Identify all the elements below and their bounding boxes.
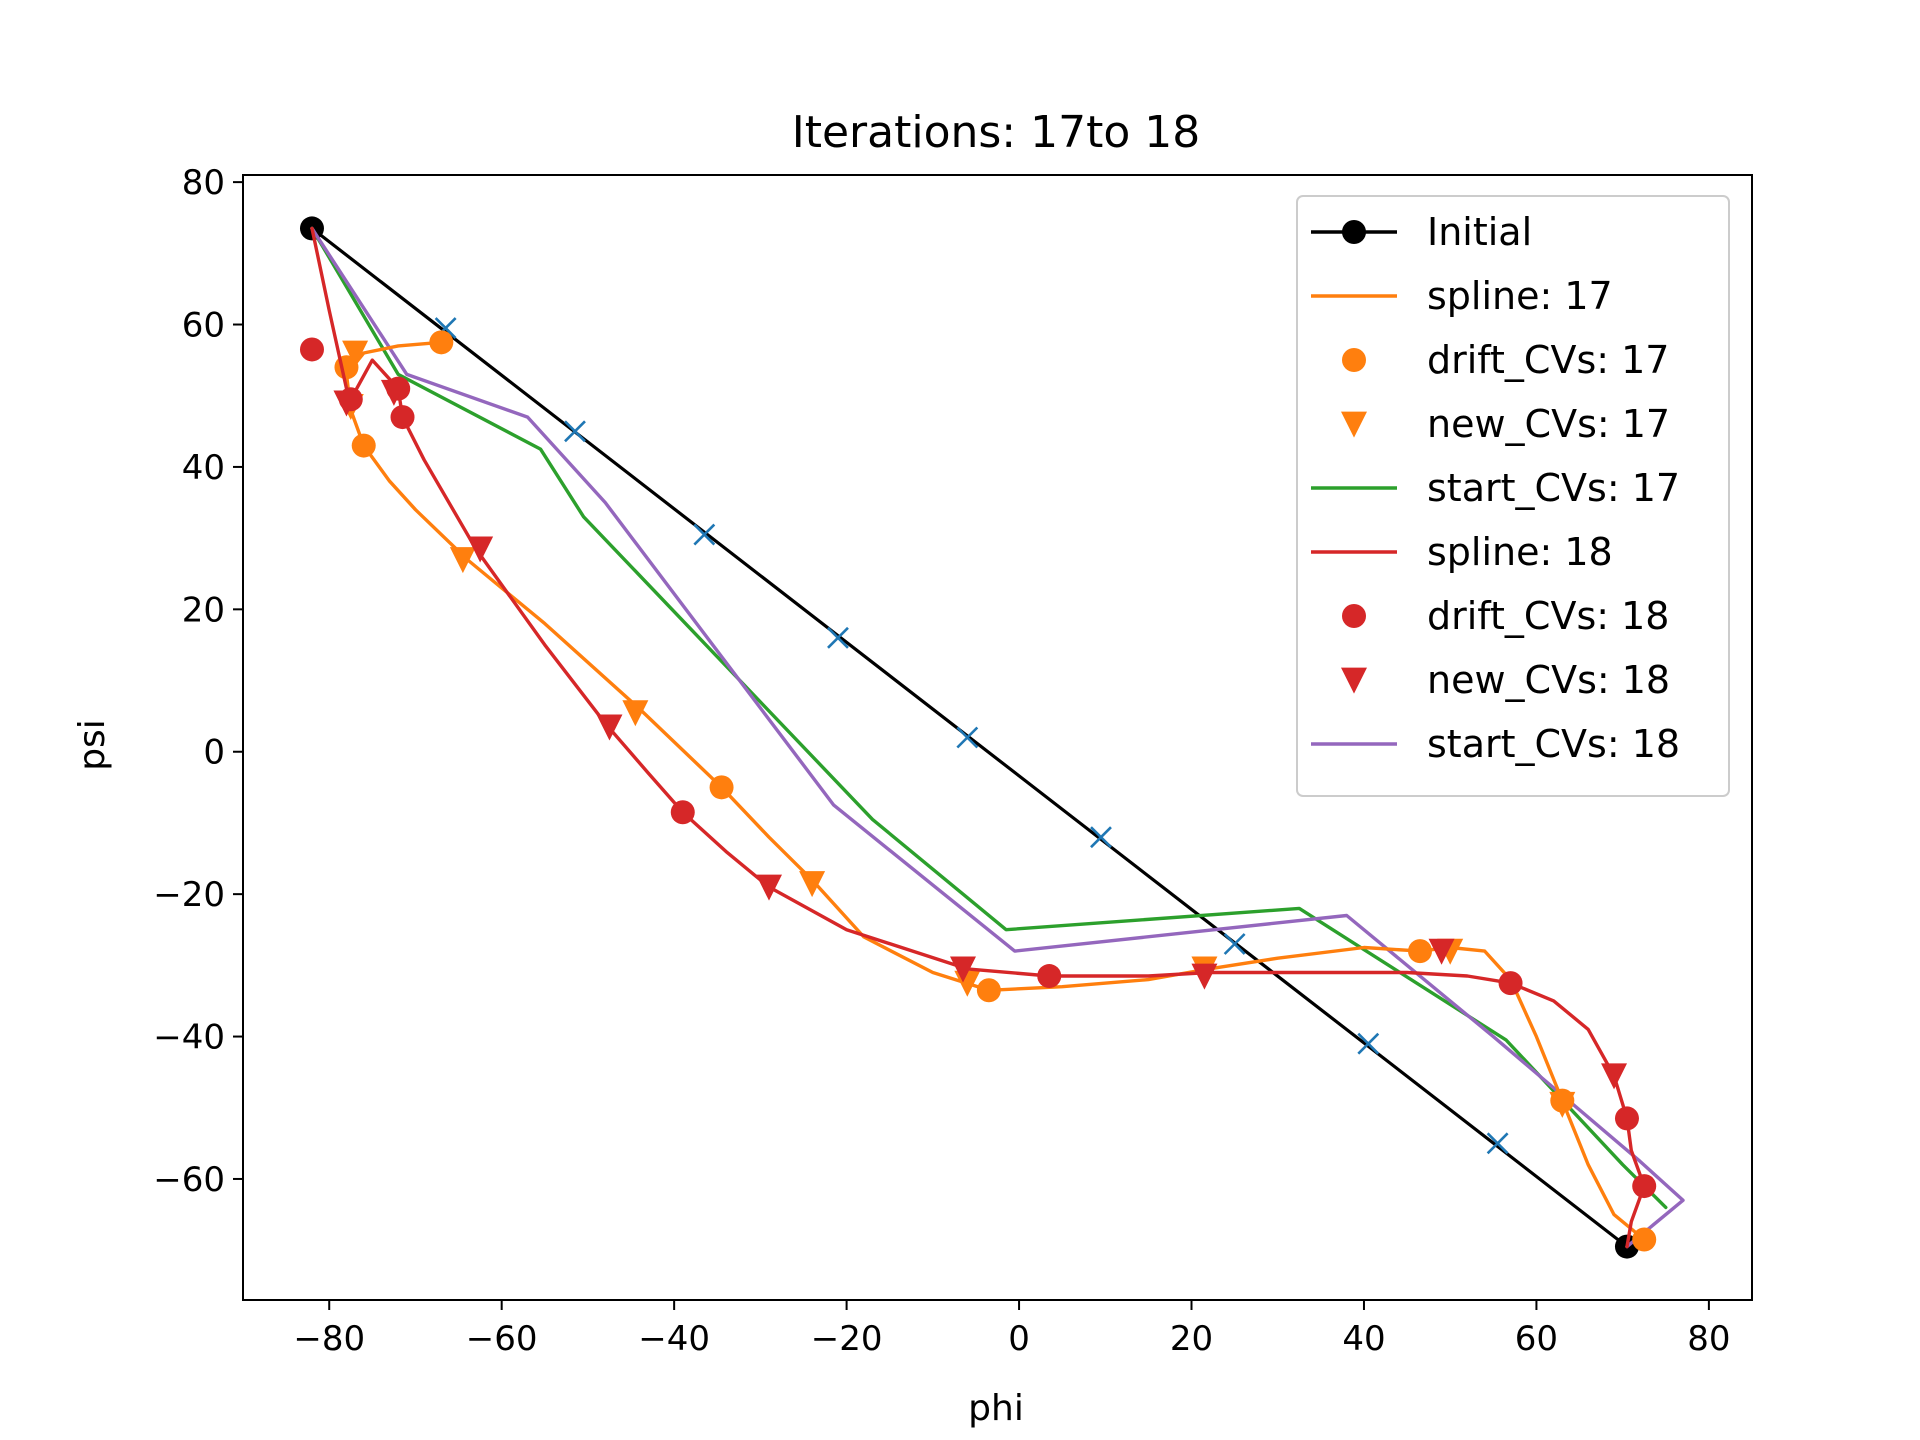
legend-item: start_CVs: 18 [1311,722,1680,766]
series-point [390,405,415,430]
series-point [351,433,376,458]
legend-box [1296,195,1730,797]
series-start-cvs-18 [310,226,1685,1249]
series-point [1498,971,1523,996]
series-point [799,871,826,898]
series-point [1632,1174,1657,1199]
x-tick-label: 60 [1515,1319,1558,1359]
series-point [1549,1091,1576,1118]
y-tick-label: 80 [182,163,225,203]
y-tick-label: −20 [153,875,225,915]
series-point [1090,826,1112,849]
plot-frame [242,174,1753,1301]
x-tick-label: −20 [811,1319,883,1359]
legend-item: start_CVs: 17 [1311,466,1680,510]
series-point [1632,1227,1657,1252]
legend-label: Initial [1427,210,1532,254]
series-point [596,714,623,741]
series-point [1191,963,1218,990]
legend-marker [1342,220,1366,244]
legend-item: drift_CVs: 17 [1342,338,1669,382]
legend-marker [1342,348,1366,372]
series-point [956,726,979,749]
legend-label: spline: 18 [1427,530,1613,574]
series-point [380,379,407,406]
x-tick-label: 80 [1687,1319,1730,1359]
series-new-cvs-17 [337,340,1576,1118]
y-tick-label: −40 [153,1018,225,1058]
series-point [755,874,782,901]
series-point [976,978,1001,1003]
x-tick-label: 40 [1342,1319,1385,1359]
plot-area [242,174,1753,1301]
x-tick-label: 0 [1008,1319,1030,1359]
series-line [310,226,1629,1249]
series-point [342,340,369,367]
legend-label: start_CVs: 18 [1427,722,1680,766]
legend-item: spline: 18 [1311,530,1613,574]
legend-label: spline: 17 [1427,274,1613,318]
y-tick-label: 20 [182,590,225,630]
series-point [693,523,716,546]
legend-label: new_CVs: 17 [1427,402,1670,446]
series-point [467,536,494,563]
y-axis-label: psi [72,719,113,771]
legend-marker [1341,667,1367,694]
series-point [670,800,695,825]
series-point [1357,1032,1380,1055]
x-tick-label: −80 [293,1319,365,1359]
legend-label: start_CVs: 17 [1427,466,1680,510]
y-tick-label: 60 [182,306,225,346]
legend-item: drift_CVs: 18 [1342,594,1669,638]
x-tick-label: −60 [466,1319,538,1359]
series-x-markers [434,317,1509,1155]
x-tick-label: 20 [1170,1319,1213,1359]
series-line [310,226,1685,1249]
y-axis: −60 −40 −20 0 20 40 60 80 [153,163,243,1200]
series-point [1614,1106,1639,1131]
series-point [827,626,849,649]
legend-marker [1341,411,1367,438]
legend-item: Initial [1311,210,1532,254]
series-point [1223,933,1246,955]
series-point [1037,964,1062,989]
series-point [429,330,454,355]
series-point [950,956,977,983]
series-point [1408,939,1433,964]
y-tick-label: 40 [182,448,225,488]
series-point [449,547,476,574]
legend: Initial spline: 17 drift_CVs: 17 new_CVs: 1… [1296,195,1730,797]
legend-label: new_CVs: 18 [1427,658,1670,702]
series-point [1601,1063,1628,1090]
chart-title: Iterations: 17to 18 [792,107,1201,158]
legend-item: spline: 17 [1311,274,1613,318]
x-axis-label: phi [968,1388,1024,1429]
x-tick-label: −40 [638,1319,710,1359]
legend-item: new_CVs: 17 [1341,402,1670,446]
series-point [299,337,324,362]
series-point [333,390,360,417]
series-point [622,700,649,727]
legend-item: new_CVs: 18 [1341,658,1670,702]
legend-label: drift_CVs: 17 [1427,338,1669,382]
legend-marker [1342,604,1366,628]
series-point [564,420,586,443]
y-tick-label: −60 [153,1160,225,1200]
series-point [709,775,734,800]
x-axis: −80 −60 −40 −20 0 20 40 60 80 [293,1300,1731,1359]
legend-label: drift_CVs: 18 [1427,594,1669,638]
series-new-cvs-18 [333,379,1628,1090]
series-point [1486,1132,1509,1155]
y-tick-label: 0 [203,733,225,773]
series-point [1428,938,1455,965]
